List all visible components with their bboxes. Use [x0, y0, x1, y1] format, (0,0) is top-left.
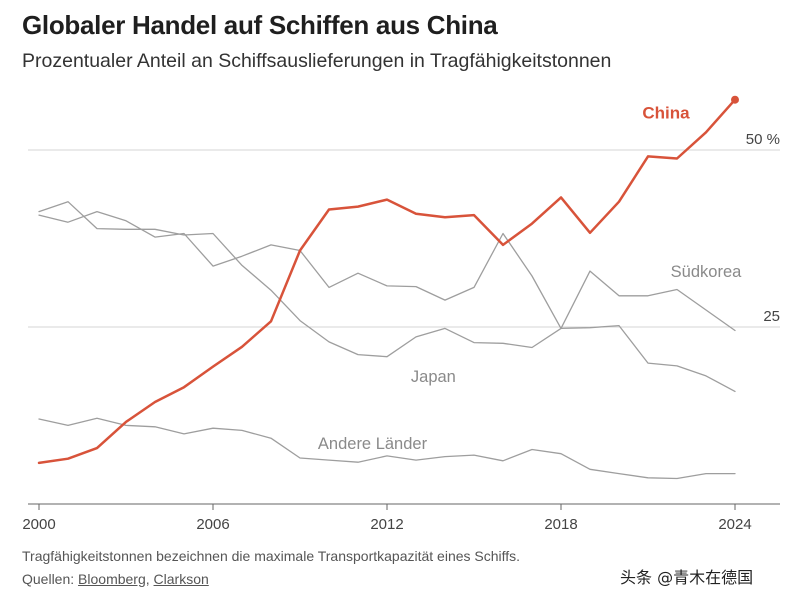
sources-separator: , — [145, 571, 150, 587]
source-link-clarkson[interactable]: Clarkson — [153, 571, 209, 587]
series-endpoint-china — [731, 95, 739, 104]
y-tick-label-25: 25 — [763, 308, 780, 325]
sources-label: Quellen: — [22, 571, 75, 587]
source-link-bloomberg[interactable]: Bloomberg — [78, 571, 146, 587]
x-tick-label-2006: 2006 — [196, 516, 229, 533]
series-line-s-dkorea — [38, 201, 736, 393]
series-lines — [37, 95, 739, 480]
series-line-japan — [38, 210, 736, 332]
x-axis: 2000 2006 2012 2018 2024 — [22, 503, 780, 533]
chart-subtitle: Prozentualer Anteil an Schiffsauslieferu… — [22, 50, 612, 72]
series-line-andere-l-nder — [38, 417, 736, 480]
watermark: 头条 @青木在德国 — [620, 568, 754, 587]
y-tick-label-50: 50 % — [746, 131, 780, 148]
x-tick-label-2000: 2000 — [22, 516, 55, 533]
sources-line: Quellen: Bloomberg, Clarkson — [22, 571, 209, 587]
series-labels: China Südkorea Japan Andere Länder — [318, 103, 742, 453]
grid-lines: 25 50 % — [28, 131, 780, 328]
series-label-japan: Japan — [411, 368, 456, 386]
series-label-andere-l-nder: Andere Länder — [318, 435, 428, 453]
x-tick-label-2012: 2012 — [370, 516, 403, 533]
line-chart: 25 50 % 2000 2006 2012 2018 2024 China Südkore… — [22, 95, 780, 533]
series-line-china — [37, 98, 737, 465]
footnote: Tragfähigkeitstonnen bezeichnen die maxi… — [22, 548, 521, 564]
series-label-china: China — [642, 103, 690, 122]
chart-title: Globaler Handel auf Schiffen aus China — [22, 10, 498, 40]
x-tick-label-2024: 2024 — [718, 516, 751, 533]
series-label-s-dkorea: Südkorea — [671, 263, 742, 281]
x-tick-label-2018: 2018 — [544, 516, 577, 533]
